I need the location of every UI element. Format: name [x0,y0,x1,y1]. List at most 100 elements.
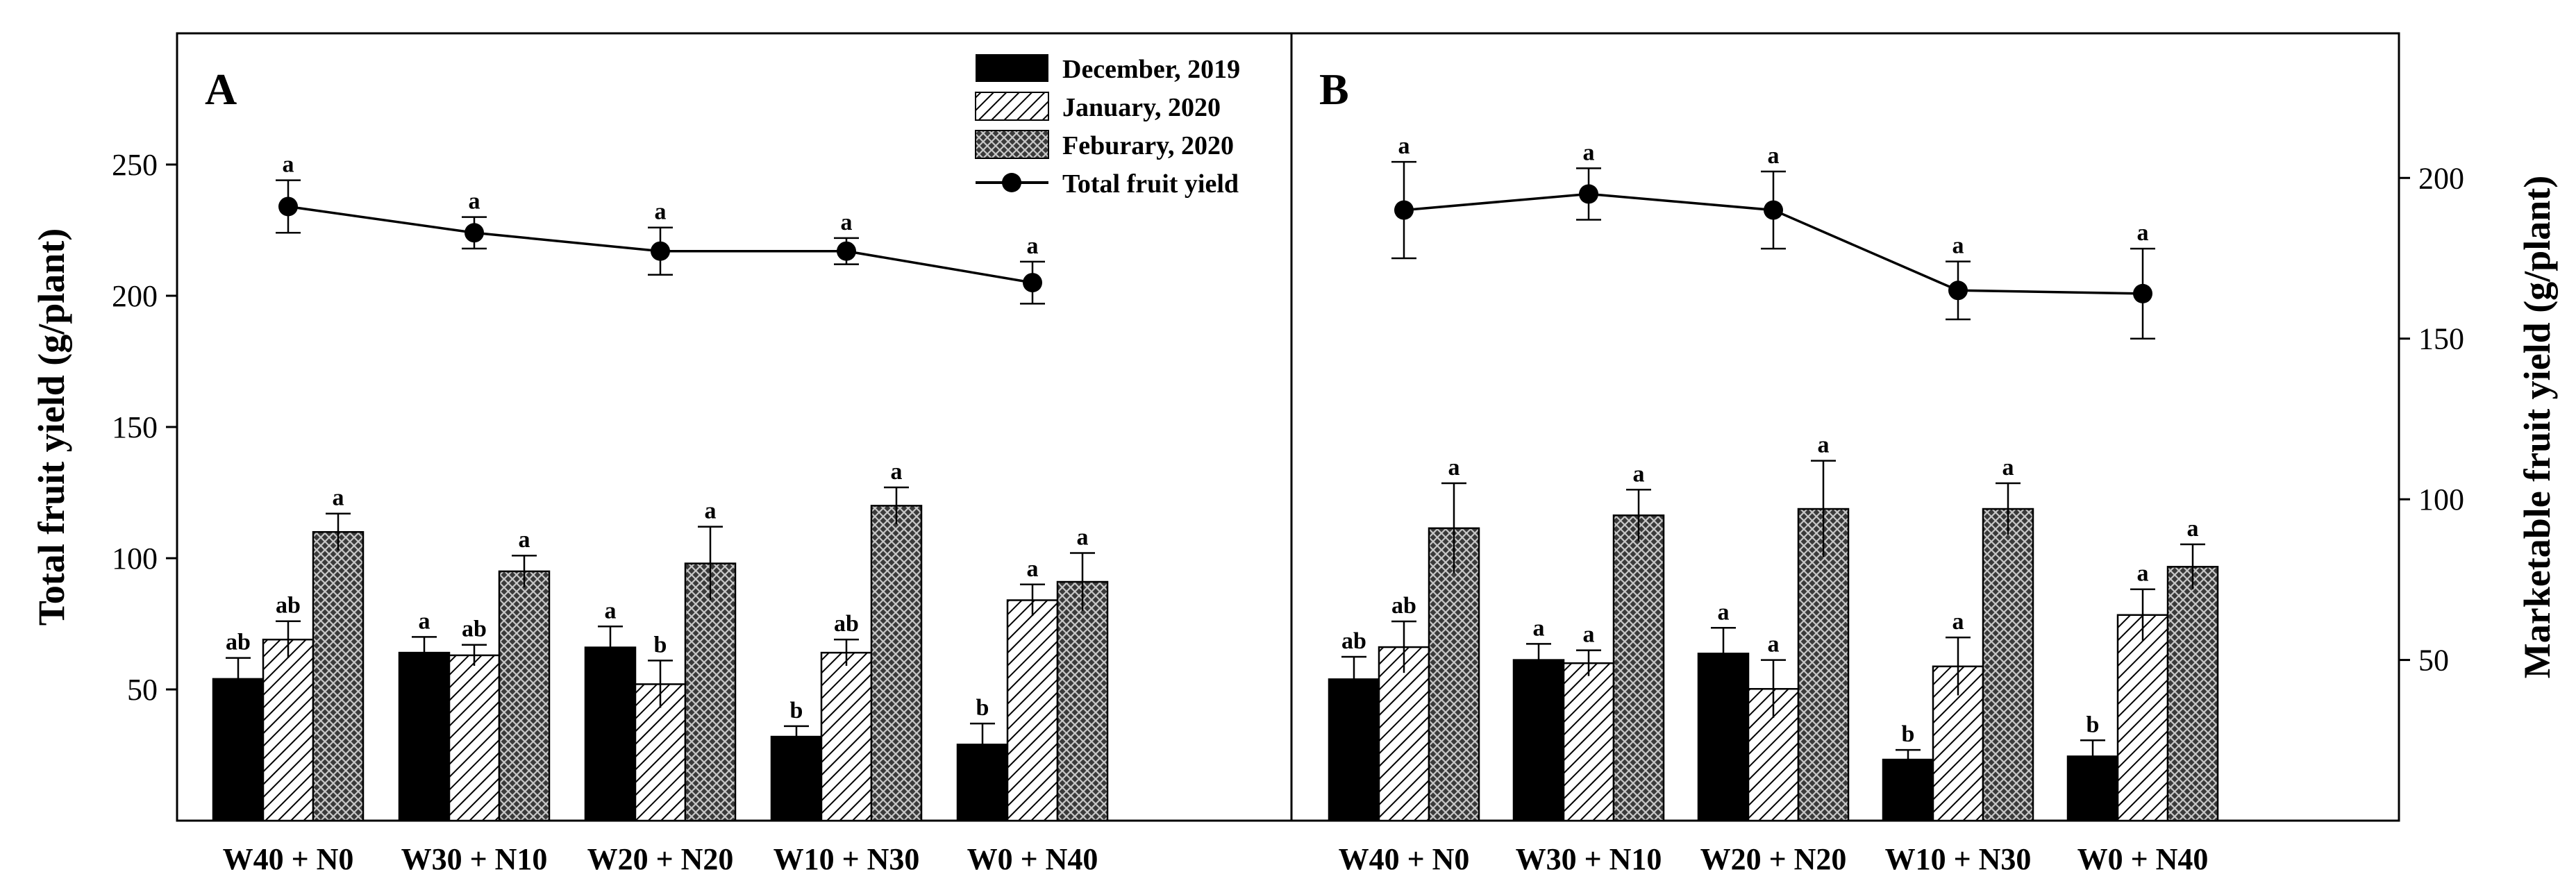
panel-b-bar-dec [1697,653,1750,822]
panel-a-line-point [465,223,484,243]
panel-a-category-label: W10 + N30 [773,842,920,876]
panel-a-sig-letter-dec: a [419,608,430,634]
panel-a-line-point [1023,273,1042,293]
panel-a-sig-letter-feb: a [1077,524,1089,550]
panel-a-ytick-label: 200 [112,279,158,313]
panel-b-bar-dec [1328,678,1380,822]
panel-a-category-label: W20 + N20 [587,842,734,876]
panel-b-sig-letter-jan: a [2137,561,2149,587]
panel-b-ytick-label: 200 [2418,161,2464,195]
panel-b-ytick-label: 150 [2418,322,2464,356]
panel-a-bar-feb [870,505,923,822]
panel-a-line-sig-letter: a [283,152,294,178]
panel-b-category-label: W30 + N10 [1516,842,1662,876]
panel-b-line-point [2133,283,2152,303]
panel-a-line-point [651,241,670,261]
panel-a-category-label: W30 + N10 [401,842,548,876]
panel-b-bar-feb [1982,508,2034,822]
panel-b-bar-jan [2116,614,2169,822]
panel-b-category-label: W0 + N40 [2077,842,2209,876]
panel-b-sig-letter-feb: a [1633,461,1645,487]
panel-a-sig-letter-dec: b [790,698,803,723]
panel-a-ytick-label: 150 [112,410,158,444]
panel-b-bar-jan [1562,662,1615,822]
panel-b-line-point [1764,200,1783,220]
panel-a-sig-letter-jan: ab [276,593,301,619]
panel-a-sig-letter-jan: b [654,632,667,657]
panel-b-sig-letter-dec: a [1533,615,1545,641]
panel-a-sig-letter-jan: a [1027,556,1039,582]
panel-b-line-point [1579,184,1598,204]
panel-a-ytick-label: 50 [127,673,158,707]
legend: December, 2019 January, 2020 Feburary, 2… [975,54,1240,199]
panel-a-sig-letter-dec: a [605,598,617,623]
panel-a-ytick-label: 250 [112,148,158,182]
panel-a-sig-letter-feb: a [519,527,530,553]
legend-label-january: January, 2020 [1062,93,1221,122]
panel-a-sig-letter-dec: b [976,695,989,721]
panel-b-sig-letter-feb: a [1448,455,1460,480]
legend-label-december: December, 2019 [1062,55,1240,84]
panel-b-category-label: W10 + N30 [1885,842,2032,876]
legend-swatch-december [976,54,1048,82]
panel-a-line-sig-letter: a [841,210,853,235]
panel-a-ylabel: Total fruit yield (g/plant) [31,228,72,626]
panel-b-sig-letter-feb: a [1818,433,1830,458]
panel-a-sig-letter-dec: ab [226,630,251,655]
panel-b-category-label: W20 + N20 [1700,842,1847,876]
panel-b-line-sig-letter: a [1583,140,1595,165]
legend-label-total-yield: Total fruit yield [1062,169,1239,199]
panel-b-sig-letter-dec: a [1718,599,1730,625]
panel-b-line-point [1394,200,1414,220]
panel-b-line-point [1948,280,1968,301]
panel-a-bar-feb [684,562,737,822]
panel-a-bar-jan [262,638,315,822]
panel-a-bar-feb [498,570,551,822]
panel-a-bar-dec [770,735,823,822]
panel-b-ylabel: Marketable fruit yield (g/plant) [2516,176,2558,678]
panel-b-ytick-label: 50 [2418,644,2449,678]
panel-a-letter: A [205,65,237,114]
panel-b-sig-letter-dec: b [2086,712,2100,737]
panel-b-sig-letter-dec: ab [1341,628,1366,654]
legend-swatch-january [975,92,1049,121]
panel-a-sig-letter-jan: ab [834,611,859,637]
panel-a-bar-jan [448,654,501,822]
panel-a-sig-letter-feb: a [891,459,903,485]
panel-a-line-point [837,241,856,261]
panel-b-bar-dec [1512,659,1565,822]
legend-line-marker [1002,173,1021,192]
panel-b-bar-jan [1378,646,1430,822]
panel-a-bar-jan [820,651,873,822]
panel-a-line-sig-letter: a [1027,233,1039,259]
panel-b-letter: B [1319,65,1349,114]
panel-b-sig-letter-feb: a [2002,455,2014,480]
panel-a-line-sig-letter: a [655,199,667,225]
panel-b-line-sig-letter: a [2137,220,2149,246]
panel-b-ytick-label: 100 [2418,483,2464,517]
panel-b-sig-letter-feb: a [2187,516,2199,542]
panel-b-category-label: W40 + N0 [1339,842,1470,876]
panel-a-line-point [278,196,298,217]
panel-a-bar-dec [398,651,451,822]
panel-b-sig-letter-dec: b [1902,721,1915,747]
panel-b-sig-letter-jan: a [1583,622,1595,648]
panel-b-line-sig-letter: a [1768,143,1780,169]
panel-a-category-label: W0 + N40 [967,842,1098,876]
legend-label-february: Feburary, 2020 [1062,131,1234,160]
panel-a-category-label: W40 + N0 [223,842,354,876]
panel-b-bar-feb [1612,514,1665,822]
panel-a-bar-feb [312,530,365,822]
panel-b-line-sig-letter: a [1952,233,1964,259]
panel-a-bar-dec [212,678,265,822]
panel-a-sig-letter-feb: a [705,499,717,524]
panel-a-ytick-label: 100 [112,542,158,576]
legend-swatch-february [975,130,1049,159]
panel-b-line-sig-letter: a [1398,133,1410,159]
panel-a-bar-dec [584,646,637,822]
panel-a-sig-letter-jan: ab [462,617,487,642]
panel-b-sig-letter-jan: ab [1391,593,1416,619]
panel-b-sig-letter-jan: a [1768,632,1780,657]
panel-a-bar-feb [1056,580,1109,822]
